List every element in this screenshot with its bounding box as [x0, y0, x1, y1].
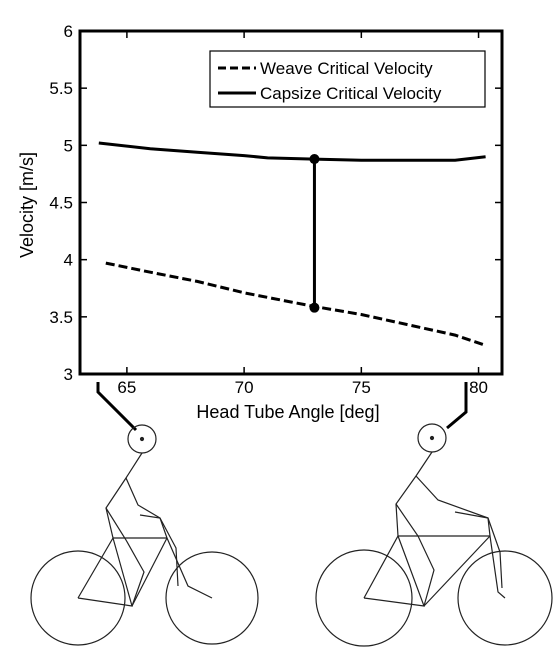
legend-label-capsize: Capsize Critical Velocity — [260, 84, 442, 103]
x-axis-label: Head Tube Angle [deg] — [196, 402, 379, 422]
connector-point-lower — [309, 302, 320, 313]
y-tick-label: 4 — [64, 251, 73, 270]
legend-label-weave: Weave Critical Velocity — [260, 59, 433, 78]
legend: Weave Critical Velocity Capsize Critical… — [209, 50, 486, 108]
left-rear-wheel — [30, 550, 126, 646]
bicycle-rider-high-angle-illustration — [315, 423, 553, 647]
x-tick-label: 75 — [352, 378, 371, 397]
x-tick-label: 70 — [235, 378, 254, 397]
y-tick-label: 6 — [64, 22, 73, 41]
connector-point-upper — [309, 154, 320, 165]
left-front-wheel — [165, 551, 259, 645]
y-axis-label: Velocity [m/s] — [17, 152, 37, 258]
y-tick-label: 3.5 — [49, 308, 73, 327]
bicycle-rider-low-angle-illustration — [30, 424, 259, 646]
y-tick-label: 3 — [64, 365, 73, 384]
legend-box — [209, 50, 486, 108]
right-front-wheel — [457, 550, 553, 646]
y-tick-label: 5.5 — [49, 79, 73, 98]
right-rear-wheel — [315, 549, 413, 647]
capsize-critical-velocity-line — [98, 141, 486, 162]
plot-layer: 65 70 75 80 3 3.5 4 4.5 5 5.5 6 — [49, 22, 504, 397]
x-tick-label: 65 — [117, 378, 136, 397]
y-tick-label: 5 — [64, 136, 73, 155]
x-tick-label: 80 — [469, 378, 488, 397]
callout-leader-right — [446, 382, 468, 430]
y-tick-label: 4.5 — [49, 194, 73, 213]
callout-leader-left — [96, 382, 138, 432]
weave-critical-velocity-line — [105, 261, 487, 347]
